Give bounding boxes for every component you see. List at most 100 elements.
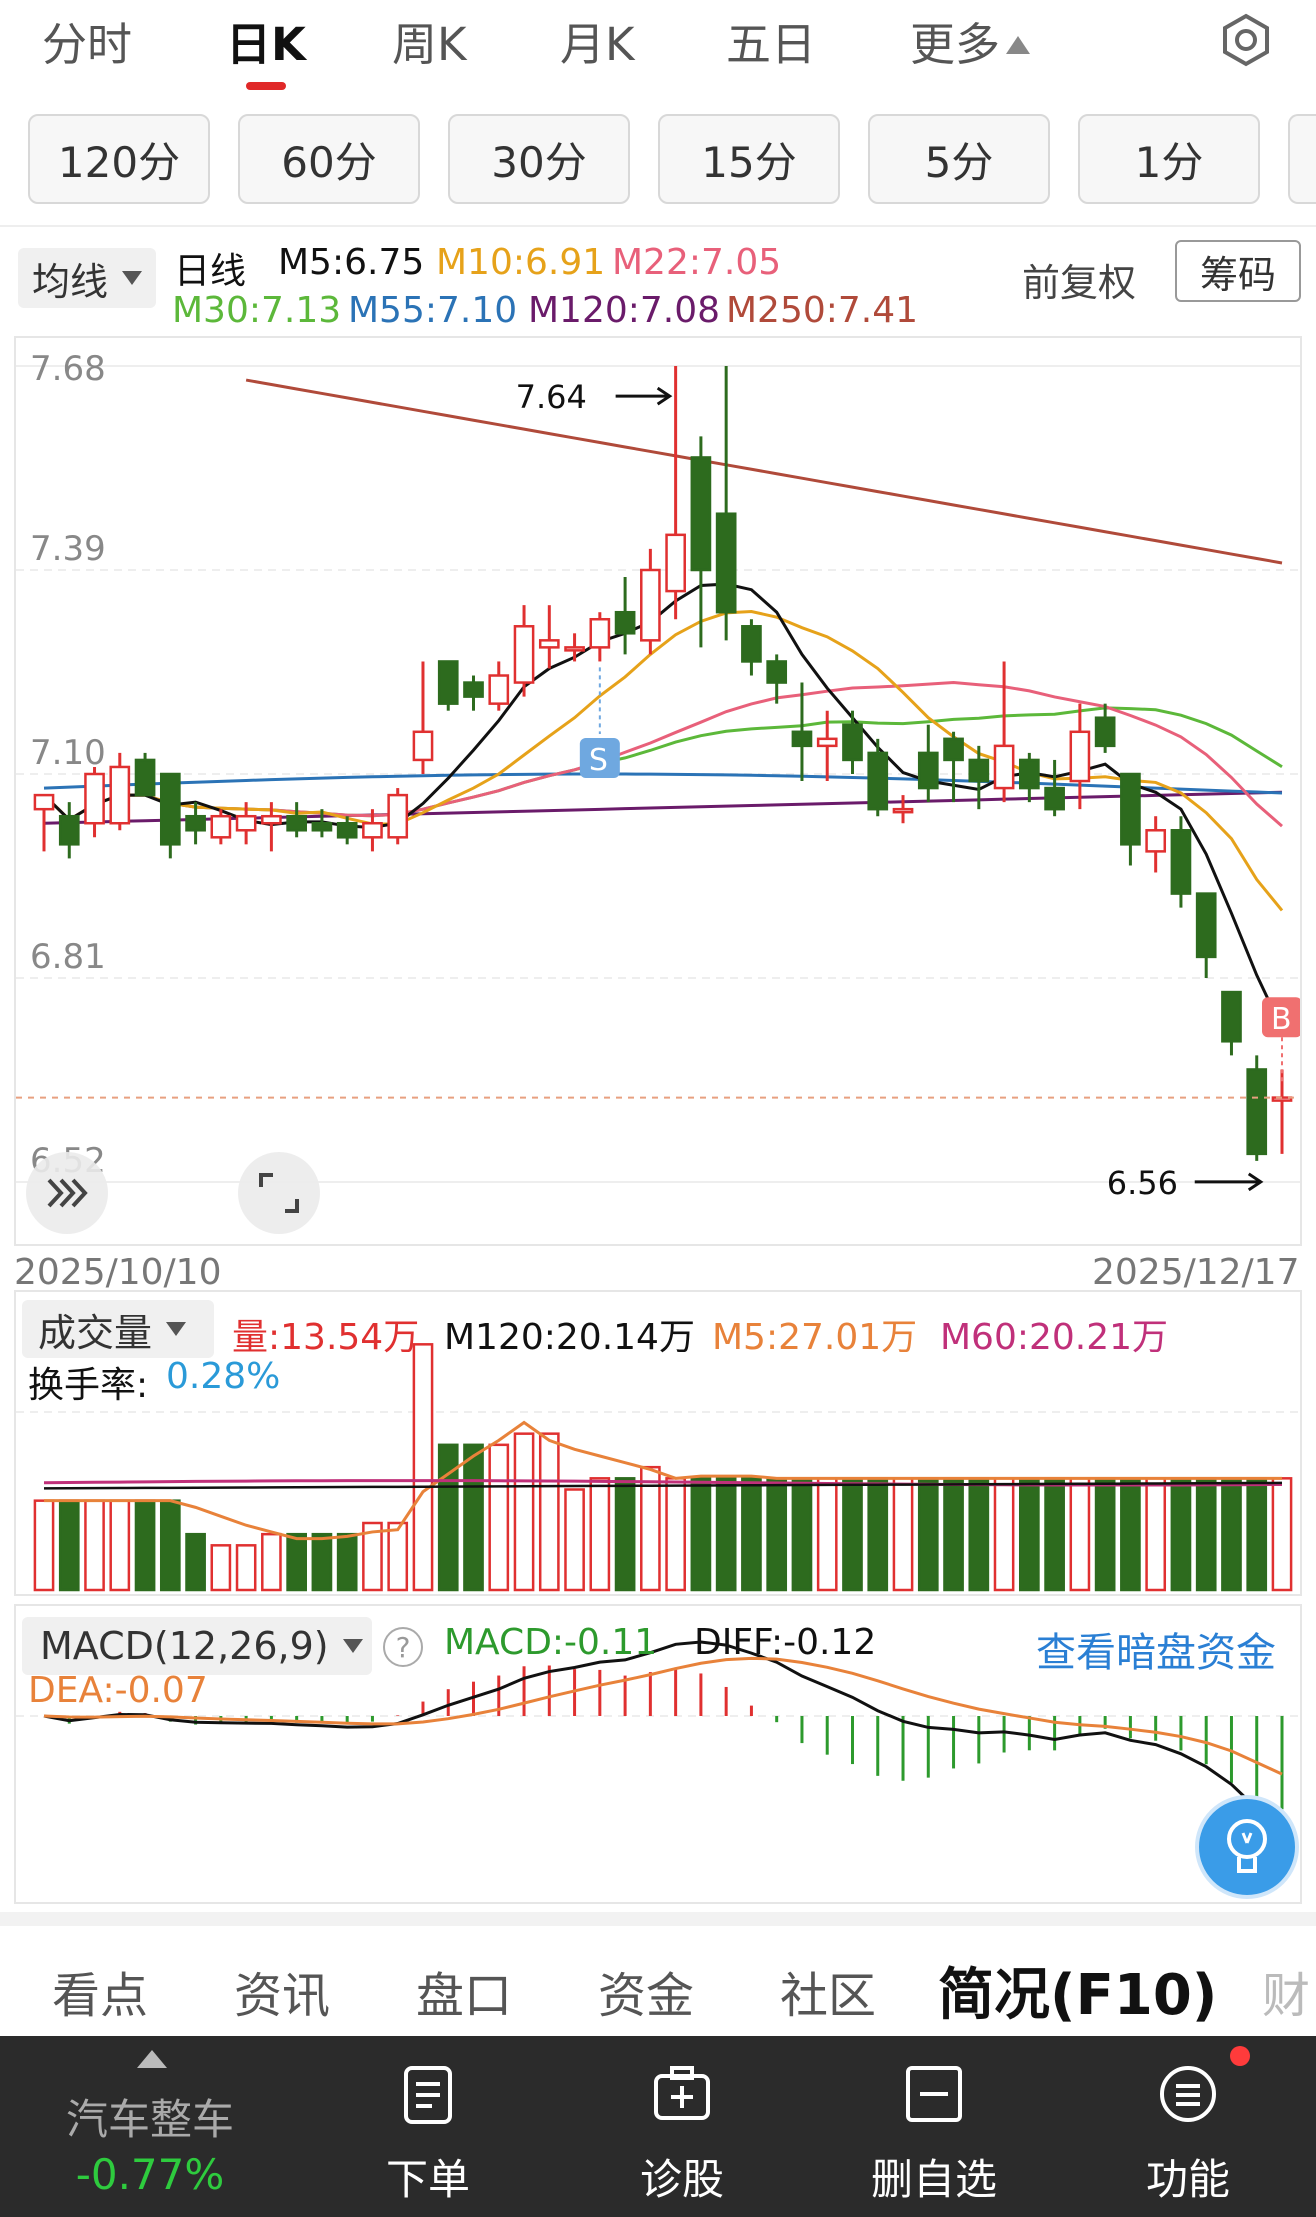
low-price-label: 6.56	[1107, 1164, 1178, 1202]
tab-daily-k[interactable]: 日K	[226, 18, 306, 71]
volume-bar	[84, 1499, 105, 1592]
ma5-value: M5:6.75	[278, 242, 425, 283]
volume-bar	[437, 1443, 459, 1592]
candle-body	[1170, 829, 1192, 895]
ma30-value: M30:7.13	[172, 290, 342, 331]
buy-badge	[1262, 997, 1302, 1038]
price-axis-label: 7.10	[30, 733, 106, 773]
candle-body	[943, 737, 964, 762]
volume-bar	[513, 1432, 535, 1592]
volume-bar	[159, 1499, 181, 1592]
candle-body	[387, 793, 409, 839]
place-order-button[interactable]: 下单	[328, 2036, 528, 2217]
volume-bar	[791, 1477, 813, 1592]
volume-bar	[968, 1477, 990, 1592]
candle-body	[261, 814, 282, 825]
volume-bar	[185, 1532, 206, 1592]
period-1min-button[interactable]: 1分	[1078, 114, 1260, 204]
volume-bar	[1195, 1477, 1217, 1592]
dark-pool-funds-link[interactable]: 查看暗盘资金	[1036, 1630, 1276, 1676]
volume-bar	[715, 1477, 737, 1592]
tab-news[interactable]: 资讯	[234, 1968, 331, 2024]
period-30min-button[interactable]: 30分	[448, 114, 630, 204]
macd-canvas	[16, 1640, 1300, 1823]
candle-body	[84, 772, 105, 825]
stock-diagnosis-button[interactable]: 诊股	[582, 2036, 782, 2217]
ma22-value: M22:7.05	[612, 242, 782, 283]
volume-bar	[892, 1477, 914, 1592]
macd-selector[interactable]: MACD(12,26,9)	[22, 1617, 372, 1675]
candle-body	[134, 758, 156, 797]
chips-button[interactable]: 筹码	[1175, 240, 1301, 302]
fullscreen-button[interactable]	[238, 1152, 320, 1234]
candle-body	[766, 660, 788, 684]
tab-community[interactable]: 社区	[780, 1968, 877, 2024]
expand-left-button[interactable]	[26, 1152, 108, 1234]
assistant-button[interactable]	[1195, 1795, 1299, 1899]
volume-bar	[917, 1477, 939, 1592]
remove-watchlist-button[interactable]: 删自选	[834, 2036, 1034, 2217]
candle-body	[842, 723, 863, 762]
period-5min-button[interactable]: 5分	[868, 114, 1050, 204]
volume-bar	[943, 1477, 964, 1592]
candle-body	[437, 660, 459, 705]
volume-bar	[488, 1443, 510, 1592]
settings-icon[interactable]	[1218, 12, 1274, 68]
volume-m5-line	[44, 1420, 1282, 1541]
sell-badge	[579, 738, 620, 778]
functions-button[interactable]: 功能	[1088, 2036, 1288, 2217]
period-15min-button[interactable]: 15分	[658, 114, 840, 204]
date-start: 2025/10/10	[14, 1252, 222, 1293]
sector-indicator[interactable]: 汽车整车 -0.77%	[0, 2036, 300, 2217]
volume-bar	[1221, 1477, 1242, 1592]
period-60min-button[interactable]: 60分	[238, 114, 420, 204]
volume-bar	[387, 1521, 409, 1592]
candle-body	[665, 533, 686, 593]
tab-financials[interactable]: 财	[1262, 1968, 1311, 2024]
price-axis-label: 6.81	[30, 937, 106, 977]
tab-intraday[interactable]: 分时	[42, 18, 133, 71]
buy-badge-label: B	[1271, 1002, 1292, 1037]
help-icon[interactable]: ?	[383, 1627, 423, 1667]
period-tabs: 分时 日K 周K 月K 五日 更多	[0, 0, 1316, 110]
candle-body	[614, 610, 636, 635]
volume-panel[interactable]	[14, 1290, 1302, 1596]
candle-body	[58, 814, 80, 846]
volume-bar	[614, 1477, 636, 1592]
low-arrow-head	[1247, 1172, 1264, 1192]
volume-selector[interactable]: 成交量	[22, 1300, 214, 1358]
candle-body	[311, 821, 333, 832]
volume-bar	[210, 1544, 232, 1592]
candle-body	[993, 744, 1015, 790]
dropdown-arrow-icon	[122, 271, 143, 285]
indicator-selector[interactable]: 均线	[18, 248, 156, 308]
macd-selector-label: MACD(12,26,9)	[40, 1624, 329, 1668]
macd-panel[interactable]	[14, 1604, 1302, 1904]
tab-monthly-k[interactable]: 月K	[560, 18, 635, 71]
diff-line	[43, 1640, 1283, 1823]
ma22-line	[42, 681, 1283, 828]
tab-order-book[interactable]: 盘口	[416, 1968, 513, 2024]
candle-body	[968, 758, 990, 783]
volume-bar	[109, 1499, 131, 1592]
volume-m5: M5:27.01万	[712, 1317, 918, 1358]
volume-bar	[1271, 1477, 1293, 1592]
period-more-button[interactable]	[1288, 114, 1316, 204]
period-120min-button[interactable]: 120分	[28, 114, 210, 204]
volume-bar	[538, 1432, 560, 1592]
tab-five-day[interactable]: 五日	[726, 18, 817, 71]
volume-bar	[766, 1477, 788, 1592]
tab-weekly-k[interactable]: 周K	[392, 18, 467, 71]
tab-f10-overview[interactable]: 简况(F10)	[938, 1963, 1218, 2028]
volume-bar	[1145, 1477, 1167, 1592]
tab-highlights[interactable]: 看点	[52, 1968, 149, 2024]
tab-funds[interactable]: 资金	[598, 1968, 695, 2024]
tab-more[interactable]: 更多	[910, 8, 1031, 73]
volume-m60: M60:20.21万	[940, 1317, 1169, 1358]
price-adjust-toggle[interactable]: 前复权	[1022, 261, 1137, 305]
candle-body	[1019, 758, 1040, 790]
volume-bar	[564, 1488, 585, 1592]
volume-bar	[235, 1544, 257, 1592]
